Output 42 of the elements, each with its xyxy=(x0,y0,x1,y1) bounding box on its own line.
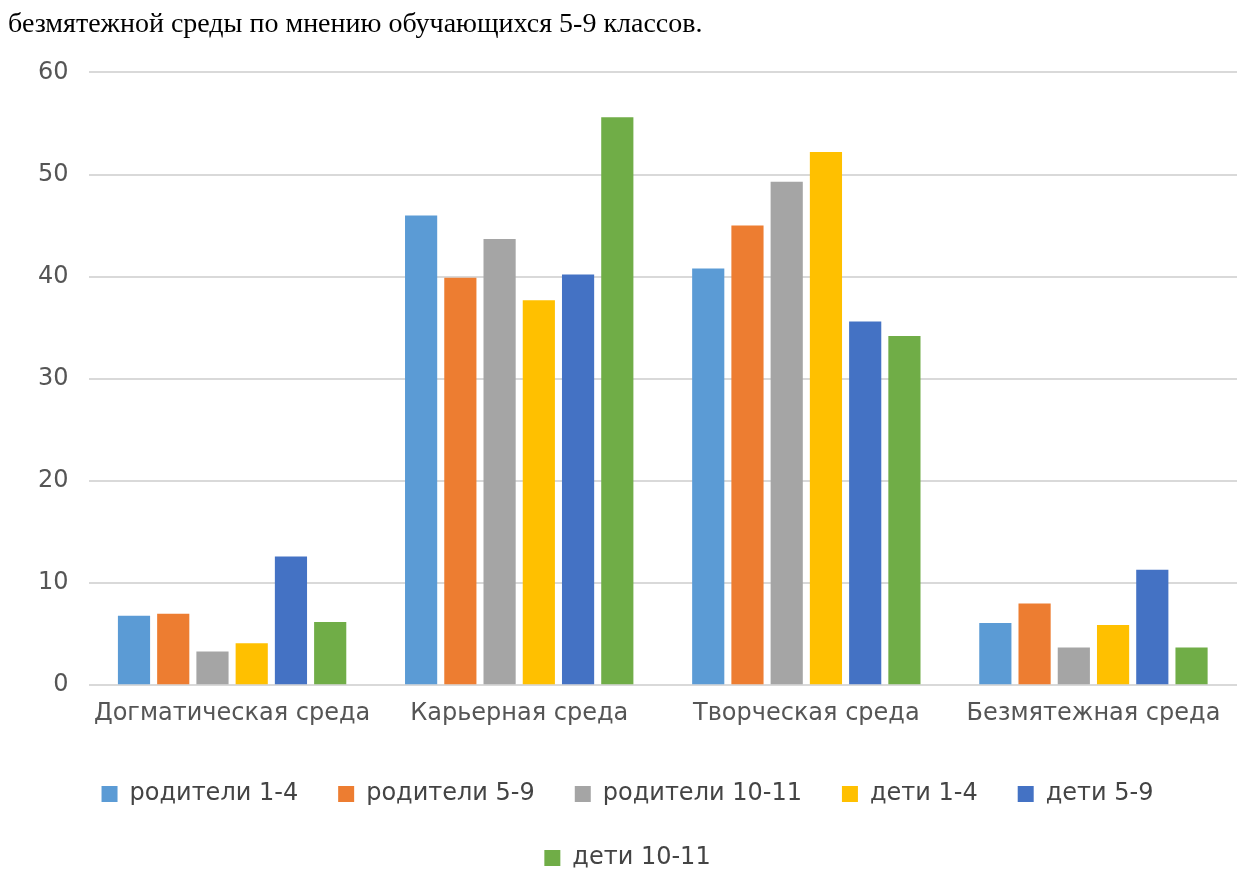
bar xyxy=(849,321,882,685)
x-tick-label: Карьерная среда xyxy=(410,697,629,726)
bar xyxy=(1057,647,1090,685)
bar xyxy=(731,225,764,685)
y-tick-label: 10 xyxy=(37,567,69,596)
legend-label: дети 10-11 xyxy=(572,842,711,871)
y-tick-label: 50 xyxy=(37,158,69,187)
chart-title: безмятежной среды по мнению обучающихся 5-9 классов. xyxy=(8,7,704,38)
bar xyxy=(314,621,347,685)
bar xyxy=(979,622,1012,685)
bar xyxy=(405,215,438,685)
bar xyxy=(692,268,725,685)
bar xyxy=(809,152,843,685)
bar xyxy=(483,238,516,685)
y-tick-label: 0 xyxy=(53,669,69,698)
bar xyxy=(770,181,803,685)
y-tick-label: 30 xyxy=(37,363,69,392)
legend-label: дети 1-4 xyxy=(869,778,978,807)
bar xyxy=(196,651,229,685)
y-tick-label: 60 xyxy=(37,56,69,85)
bar xyxy=(601,117,634,685)
bar xyxy=(1175,647,1208,685)
bar xyxy=(235,643,268,685)
bar xyxy=(117,615,151,685)
bar xyxy=(1136,569,1169,685)
bar xyxy=(157,613,190,685)
bar xyxy=(444,277,477,685)
x-tick-label: Безмятежная среда xyxy=(966,697,1221,726)
y-tick-label: 40 xyxy=(37,260,69,289)
bar xyxy=(561,274,595,685)
bar xyxy=(274,556,308,685)
bar xyxy=(522,300,555,685)
bar xyxy=(1018,603,1051,685)
legend-label: родители 1-4 xyxy=(129,778,299,807)
legend-label: родители 5-9 xyxy=(366,778,535,807)
legend-label: дети 5-9 xyxy=(1045,778,1154,807)
bar xyxy=(1096,624,1130,685)
x-tick-label: Творческая среда xyxy=(692,697,920,726)
legend-label: родители 10-11 xyxy=(602,778,802,807)
y-tick-label: 20 xyxy=(37,465,69,494)
bar xyxy=(888,335,921,685)
x-tick-label: Догматическая среда xyxy=(93,697,371,726)
